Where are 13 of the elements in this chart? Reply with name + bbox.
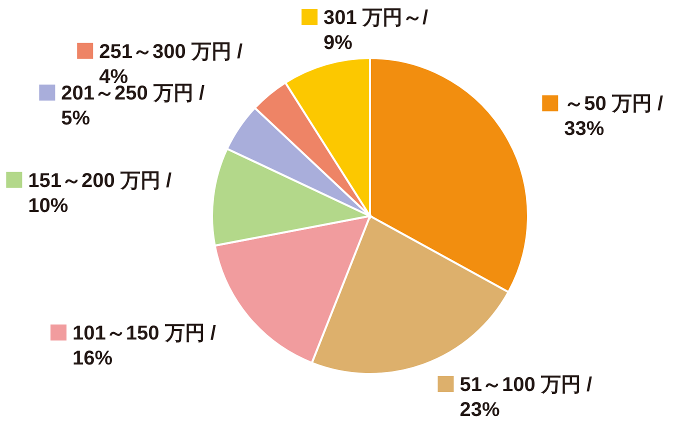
data-label: 16%	[72, 347, 113, 370]
legend-label: ～50 万円 /	[564, 93, 664, 116]
legend-label: 51～100 万円 /	[460, 374, 592, 396]
legend-label: 101～150 万円 /	[72, 322, 216, 344]
legend-label: 201～250 万円 /	[61, 82, 206, 105]
data-label: 9%	[324, 32, 353, 54]
legend-label: 301 万円～/	[324, 7, 428, 29]
legend-label: 251～300 万円 /	[99, 40, 243, 63]
data-label: 23%	[460, 399, 500, 421]
data-label: 33%	[564, 118, 604, 140]
legend-label: 151～200 万円 /	[28, 170, 172, 192]
data-label: 5%	[61, 108, 90, 130]
data-label: 10%	[28, 194, 68, 217]
